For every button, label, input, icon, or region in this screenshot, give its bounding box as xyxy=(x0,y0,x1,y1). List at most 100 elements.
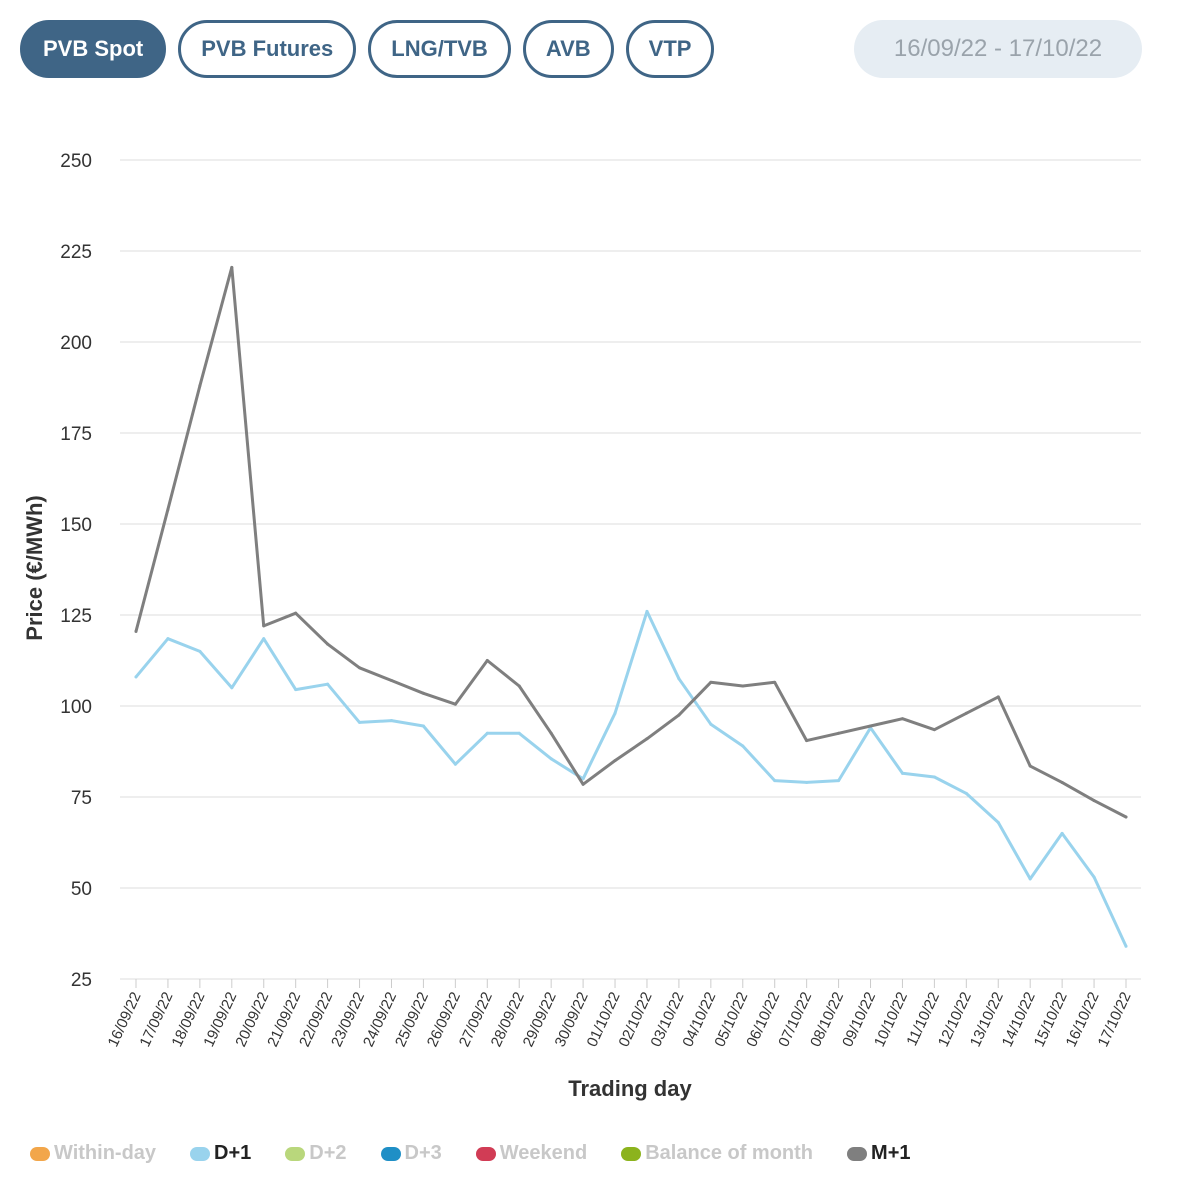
legend-label: D+1 xyxy=(214,1142,252,1164)
data-point-d-1 xyxy=(453,762,457,766)
data-point-m-1 xyxy=(805,739,809,743)
tab-vtp[interactable]: VTP xyxy=(625,20,715,78)
y-tick-label: 225 xyxy=(60,242,92,263)
data-point-m-1 xyxy=(326,642,330,646)
data-point-d-1 xyxy=(581,777,585,781)
tab-avb[interactable]: AVB xyxy=(522,20,614,78)
tab-lng-tvb[interactable]: LNG/TVB xyxy=(368,20,511,78)
y-tick-label: 25 xyxy=(71,970,92,991)
data-point-d-1 xyxy=(389,719,393,723)
y-tick-label: 75 xyxy=(71,788,92,809)
y-axis-title: Price (€/MWh) xyxy=(22,495,47,640)
data-point-d-1 xyxy=(326,682,330,686)
legend-label: D+2 xyxy=(309,1142,347,1164)
data-point-d-1 xyxy=(805,780,809,784)
y-tick-label: 100 xyxy=(60,697,92,718)
y-tick-label: 50 xyxy=(71,879,92,900)
data-point-m-1 xyxy=(294,611,298,615)
data-point-d-1 xyxy=(421,724,425,728)
legend-item-d-1[interactable]: D+1 xyxy=(190,1142,251,1165)
data-point-d-1 xyxy=(773,779,777,783)
legend-item-within-day[interactable]: Within-day xyxy=(30,1142,156,1165)
data-point-m-1 xyxy=(1028,764,1032,768)
data-point-m-1 xyxy=(549,731,553,735)
legend-item-d-3[interactable]: D+3 xyxy=(380,1142,442,1165)
data-point-m-1 xyxy=(964,711,968,715)
data-point-d-1 xyxy=(1092,875,1096,879)
legend-swatch xyxy=(30,1146,50,1161)
tab-pvb-futures[interactable]: PVB Futures xyxy=(178,20,357,78)
data-point-d-1 xyxy=(485,731,489,735)
data-point-m-1 xyxy=(389,679,393,683)
x-axis-title: Trading day xyxy=(568,1076,692,1101)
legend-label: D+3 xyxy=(404,1142,442,1164)
data-point-d-1 xyxy=(613,711,617,715)
data-point-m-1 xyxy=(517,684,521,688)
data-point-d-1 xyxy=(230,686,234,690)
data-point-d-1 xyxy=(709,722,713,726)
date-range-picker[interactable]: 16/09/22 - 17/10/22 xyxy=(854,20,1142,78)
data-point-m-1 xyxy=(453,702,457,706)
data-point-d-1 xyxy=(134,675,138,679)
data-point-m-1 xyxy=(358,666,362,670)
legend-item-weekend[interactable]: Weekend xyxy=(475,1142,588,1165)
legend-swatch xyxy=(190,1146,211,1161)
data-point-m-1 xyxy=(1060,780,1064,784)
data-point-d-1 xyxy=(932,775,936,779)
data-point-d-1 xyxy=(996,820,1000,824)
legend-label: Weekend xyxy=(499,1142,588,1164)
data-point-m-1 xyxy=(741,684,745,688)
y-tick-label: 125 xyxy=(60,606,92,627)
data-point-m-1 xyxy=(581,782,585,786)
legend-swatch xyxy=(475,1146,496,1161)
data-point-d-1 xyxy=(262,637,266,641)
data-point-m-1 xyxy=(900,717,904,721)
legend-item-m-1[interactable]: M+1 xyxy=(847,1142,911,1165)
data-point-m-1 xyxy=(709,680,713,684)
legend-swatch xyxy=(847,1146,868,1161)
data-point-d-1 xyxy=(549,757,553,761)
data-point-m-1 xyxy=(485,659,489,662)
data-point-d-1 xyxy=(1028,877,1032,881)
data-point-d-1 xyxy=(166,637,170,641)
chart-legend: Within-day D+1 D+2 D+3 Weekend Balance of mon… xyxy=(30,1142,945,1165)
data-point-m-1 xyxy=(837,731,841,735)
data-point-d-1 xyxy=(517,731,521,735)
data-point-m-1 xyxy=(773,680,777,684)
data-point-d-1 xyxy=(1060,831,1064,835)
data-point-m-1 xyxy=(932,728,936,732)
market-tabs: PVB Spot PVB Futures LNG/TVB AVB VTP xyxy=(20,20,715,78)
data-point-d-1 xyxy=(741,744,745,748)
data-point-m-1 xyxy=(869,724,873,728)
data-point-m-1 xyxy=(613,759,617,763)
legend-swatch xyxy=(285,1146,306,1161)
data-point-m-1 xyxy=(645,737,649,741)
data-point-d-1 xyxy=(294,688,298,692)
data-point-d-1 xyxy=(900,771,904,775)
legend-swatch xyxy=(621,1146,642,1161)
data-point-d-1 xyxy=(645,609,649,613)
series-line-m-1 xyxy=(134,265,1128,819)
series-line-d-1 xyxy=(134,609,1128,948)
data-point-d-1 xyxy=(837,779,841,783)
legend-label: Balance of month xyxy=(645,1142,814,1164)
data-point-m-1 xyxy=(1124,815,1128,819)
data-point-m-1 xyxy=(198,384,202,388)
tab-pvb-spot[interactable]: PVB Spot xyxy=(20,20,167,78)
y-tick-label: 200 xyxy=(60,333,92,354)
legend-item-balance-of-month[interactable]: Balance of month xyxy=(621,1142,813,1165)
data-point-m-1 xyxy=(262,624,266,628)
price-line-chart: 25507510012515017520022525016/09/2217/09… xyxy=(22,151,1141,1101)
legend-label: M+1 xyxy=(871,1142,911,1164)
data-point-d-1 xyxy=(1124,944,1128,948)
data-point-m-1 xyxy=(166,507,170,511)
y-tick-label: 175 xyxy=(60,424,92,445)
data-point-m-1 xyxy=(1092,799,1096,803)
data-point-d-1 xyxy=(198,649,202,653)
legend-item-d-2[interactable]: D+2 xyxy=(285,1142,347,1165)
data-point-d-1 xyxy=(964,791,968,795)
data-point-d-1 xyxy=(677,677,681,681)
y-tick-label: 250 xyxy=(60,151,92,172)
data-point-m-1 xyxy=(134,629,138,633)
y-tick-label: 150 xyxy=(60,515,92,536)
